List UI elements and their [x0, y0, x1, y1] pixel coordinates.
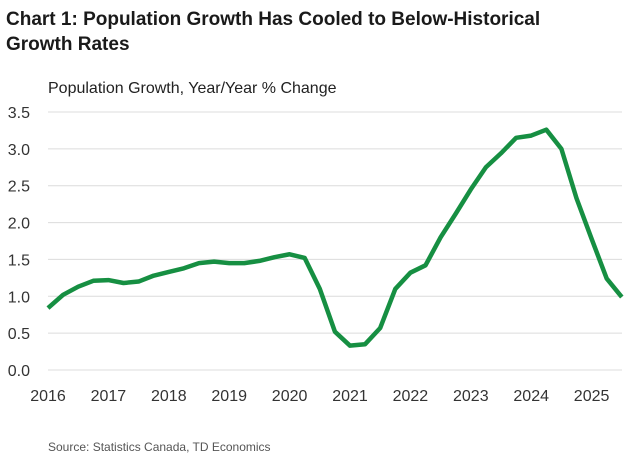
x-tick-label: 2020: [272, 388, 308, 405]
x-tick-label: 2017: [91, 388, 127, 405]
y-tick-label: 0.0: [8, 363, 30, 380]
x-tick-label: 2021: [332, 388, 368, 405]
series-line: [48, 130, 622, 346]
y-tick-label: 1.5: [8, 252, 30, 269]
y-tick-label: 3.0: [8, 142, 30, 159]
source-note: Source: Statistics Canada, TD Economics: [48, 440, 271, 454]
x-tick-label: 2019: [211, 388, 247, 405]
y-tick-label: 3.5: [8, 105, 30, 122]
x-tick-label: 2025: [574, 388, 610, 405]
y-tick-label: 2.5: [8, 179, 30, 196]
x-tick-label: 2024: [513, 388, 549, 405]
y-tick-label: 1.0: [8, 289, 30, 306]
x-tick-label: 2016: [30, 388, 66, 405]
y-tick-label: 0.5: [8, 326, 30, 343]
x-tick-label: 2018: [151, 388, 187, 405]
y-tick-label: 2.0: [8, 216, 30, 233]
x-tick-label: 2023: [453, 388, 489, 405]
x-tick-label: 2022: [393, 388, 429, 405]
